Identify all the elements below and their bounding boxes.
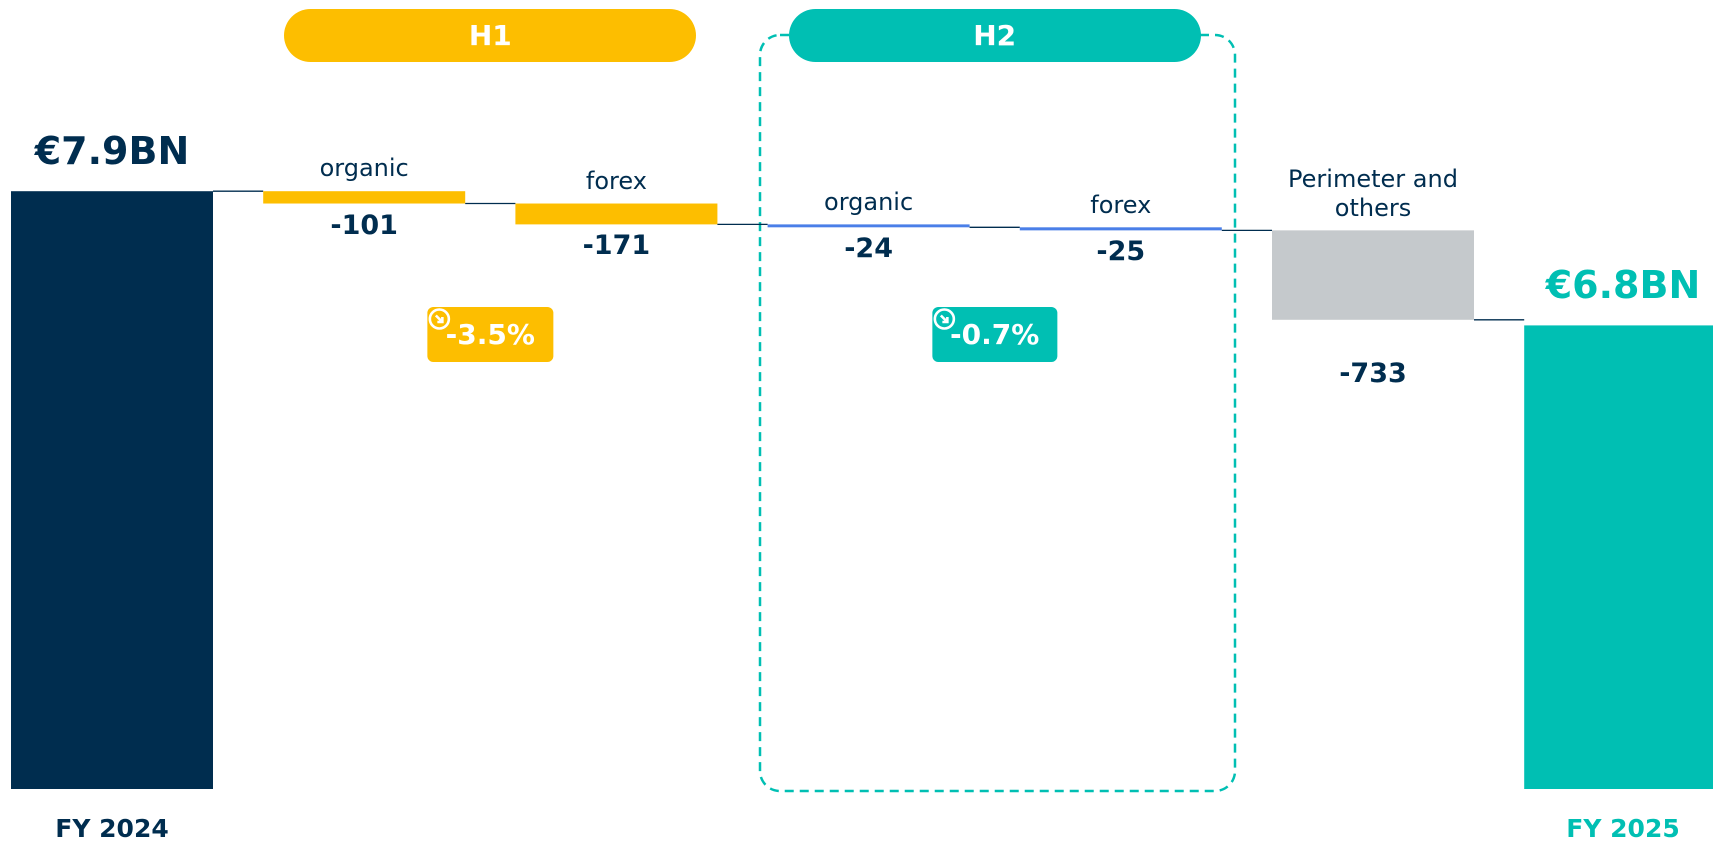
value-label: -101 — [330, 209, 398, 241]
group-pill: H1 — [284, 9, 697, 62]
change-label: -3.5% — [445, 318, 535, 351]
bar — [263, 191, 466, 204]
bar — [767, 224, 970, 228]
bar — [1524, 325, 1713, 789]
down-icon — [428, 308, 451, 330]
category-label: organic — [319, 154, 409, 183]
bar — [515, 203, 718, 225]
bar — [1019, 227, 1222, 231]
value-label: -733 — [1339, 357, 1407, 389]
category-label: forex — [1090, 190, 1152, 219]
h2-frame — [758, 33, 1237, 793]
change-label: -0.7% — [950, 318, 1040, 351]
change-badge: -3.5% — [427, 307, 553, 362]
bar — [11, 191, 213, 789]
change-badge: -0.7% — [932, 307, 1058, 362]
category-label: forex — [585, 166, 647, 195]
value-label: -171 — [582, 230, 651, 262]
category-label: Perimeter and others — [1288, 164, 1458, 222]
x-axis-label: FY 2025 — [1566, 814, 1680, 843]
total-label: €6.8BN — [1545, 263, 1701, 308]
category-label: organic — [824, 187, 914, 216]
x-axis-label: FY 2024 — [55, 814, 169, 843]
value-label: -25 — [1096, 236, 1146, 268]
total-label: €7.9BN — [34, 129, 190, 174]
down-icon — [933, 308, 955, 330]
group-pill: H2 — [788, 9, 1201, 62]
value-label: -24 — [844, 233, 893, 265]
bar — [1272, 230, 1474, 320]
